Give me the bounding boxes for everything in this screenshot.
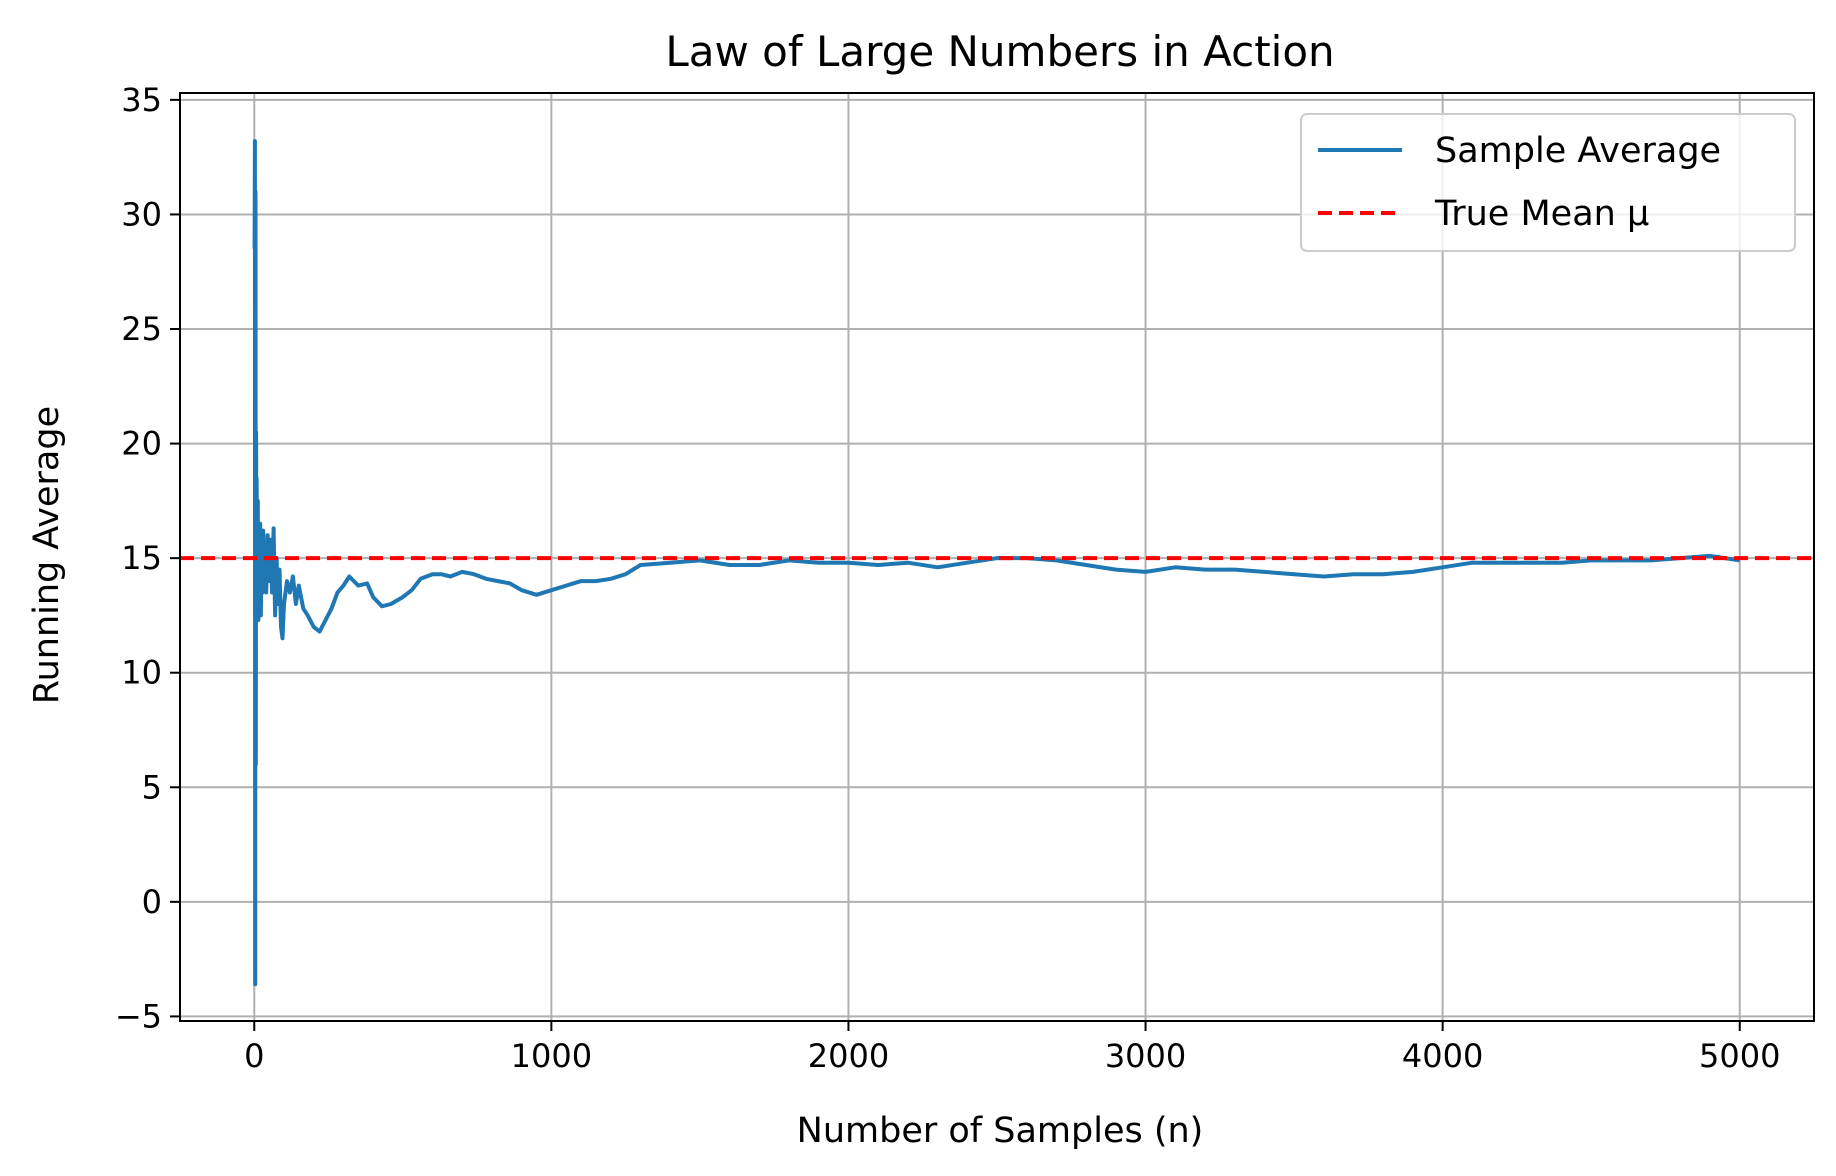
axis-ticks: 0 1000 2000 3000 4000 5000 −5 0 5 10 15 20 25 30 35 [115,81,1781,1075]
x-tick-label: 3000 [1105,1037,1186,1075]
legend-box [1300,113,1796,252]
legend: Sample Average True Mean μ [1300,113,1796,252]
y-tick-label: 10 [121,654,162,692]
y-tick-label: 20 [121,425,162,463]
y-tick-label: 5 [142,768,162,806]
series-line-sample-average [252,139,1740,987]
axes-frame [179,92,1815,1022]
y-tick-label: −5 [115,997,162,1035]
x-tick-label: 2000 [808,1037,889,1075]
y-tick-label: 30 [121,195,162,233]
x-tick-label: 1000 [511,1037,592,1075]
legend-label-true-mean: True Mean μ [1434,194,1649,234]
plot-area [180,139,1814,987]
y-tick-label: 35 [121,81,162,119]
y-tick-label: 25 [121,310,162,348]
chart-title: Law of Large Numbers in Action [665,27,1334,76]
legend-label-sample-average: Sample Average [1435,131,1721,171]
y-axis-label: Running Average [27,406,67,704]
x-tick-label: 0 [244,1037,264,1075]
x-tick-label: 4000 [1402,1037,1483,1075]
x-axis-label: Number of Samples (n) [797,1111,1204,1151]
y-tick-label: 0 [142,883,162,921]
y-tick-label: 15 [121,539,162,577]
x-tick-label: 5000 [1699,1037,1780,1075]
